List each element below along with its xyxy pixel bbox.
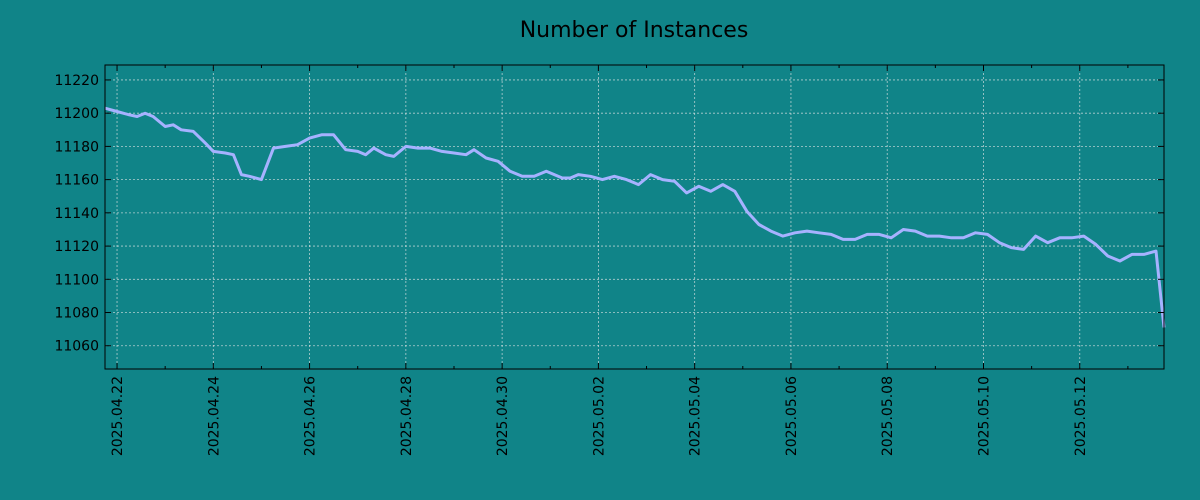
x-tick-label: 2025.05.10	[976, 376, 992, 456]
x-tick-label: 2025.04.26	[303, 376, 319, 456]
y-tick-label: 11180	[54, 139, 99, 155]
y-tick-label: 11080	[54, 306, 99, 322]
y-tick-label: 11160	[54, 173, 99, 189]
x-tick-label: 2025.04.30	[495, 376, 511, 456]
y-tick-label: 11200	[54, 106, 99, 122]
y-tick-label: 11060	[54, 339, 99, 355]
y-tick-label: 11140	[54, 206, 99, 222]
x-tick-label: 2025.05.06	[784, 376, 800, 456]
chart-title: Number of Instances	[520, 18, 749, 43]
x-tick-label: 2025.05.04	[688, 376, 704, 456]
y-tick-label: 11220	[54, 73, 99, 89]
x-tick-label: 2025.05.02	[591, 376, 607, 456]
x-tick-label: 2025.04.24	[206, 376, 222, 456]
axis-ticks: 11060 11080 11100 11120 11140 11160 11180 11200…	[54, 65, 1164, 456]
grid-lines	[105, 65, 1164, 369]
y-tick-label: 11100	[54, 272, 99, 288]
y-tick-label: 11120	[54, 239, 99, 255]
plot-frame	[104, 64, 1165, 370]
x-tick-label: 2025.04.22	[110, 376, 126, 456]
series-layer	[104, 106, 1166, 328]
x-tick-label: 2025.05.12	[1073, 376, 1089, 456]
x-tick-label: 2025.05.08	[880, 376, 896, 456]
series-line-0	[104, 106, 1166, 328]
x-tick-label: 2025.04.28	[399, 376, 415, 456]
